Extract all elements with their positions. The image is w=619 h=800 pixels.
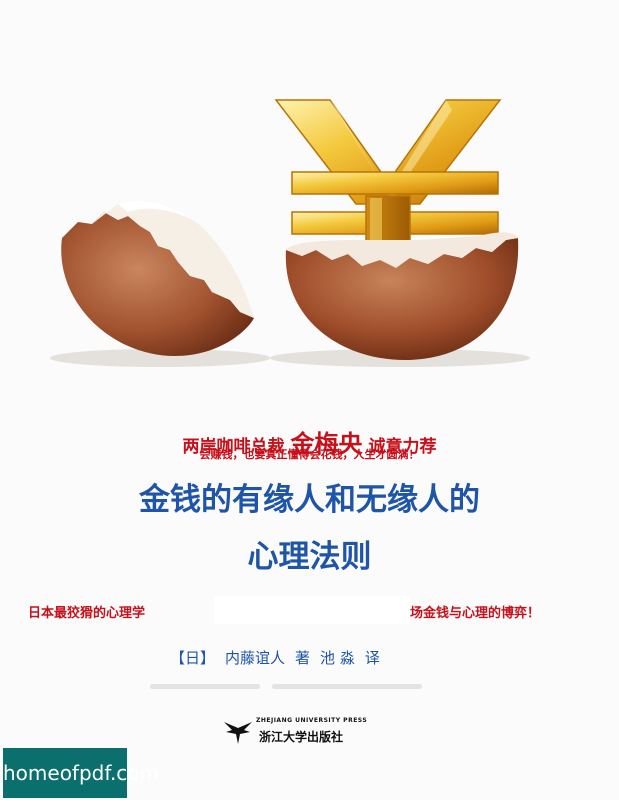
promo-text-right: 场金钱与心理的博弈！ [410, 606, 541, 621]
book-title-line-1: 金钱的有缘人和无缘人的 [139, 482, 480, 518]
author-country: 【日】 [170, 649, 216, 667]
scan-smudge [272, 684, 422, 689]
author-name: 内藤谊人 [225, 649, 286, 667]
cover-illustration [50, 99, 530, 367]
right-eggshell [270, 232, 530, 367]
left-eggshell [50, 200, 270, 367]
translator-name: 池 淼 [320, 649, 355, 667]
publisher-logo-icon [224, 722, 252, 744]
recommendation-line: 两岸咖啡总裁 金梅央 诚意力荐 [0, 424, 619, 459]
publisher-english: ZHEJIANG UNIVERSITY PRESS [256, 717, 368, 724]
recommender-name: 金梅央 [290, 430, 363, 458]
book-title-line-2: 心理法则 [247, 539, 372, 575]
recommendation-suffix: 诚意力荐 [368, 437, 437, 457]
promo-text-left: 日本最狡猾的心理学 [28, 606, 146, 621]
author-line: 【日】 内藤谊人著池 淼译 [170, 647, 390, 668]
tagline: 会赚钱，也要真正懂得会花钱，人生才圆满！ [199, 448, 420, 461]
author-role: 著 [295, 649, 311, 667]
scan-smudge [150, 684, 260, 689]
promo-redaction [214, 596, 410, 624]
publisher-chinese: 浙江大学出版社 [259, 730, 344, 744]
recommendation-prefix: 两岸咖啡总裁 [182, 437, 285, 457]
watermark-badge: homeofpdf.com [3, 748, 159, 798]
translator-role: 译 [364, 649, 380, 667]
